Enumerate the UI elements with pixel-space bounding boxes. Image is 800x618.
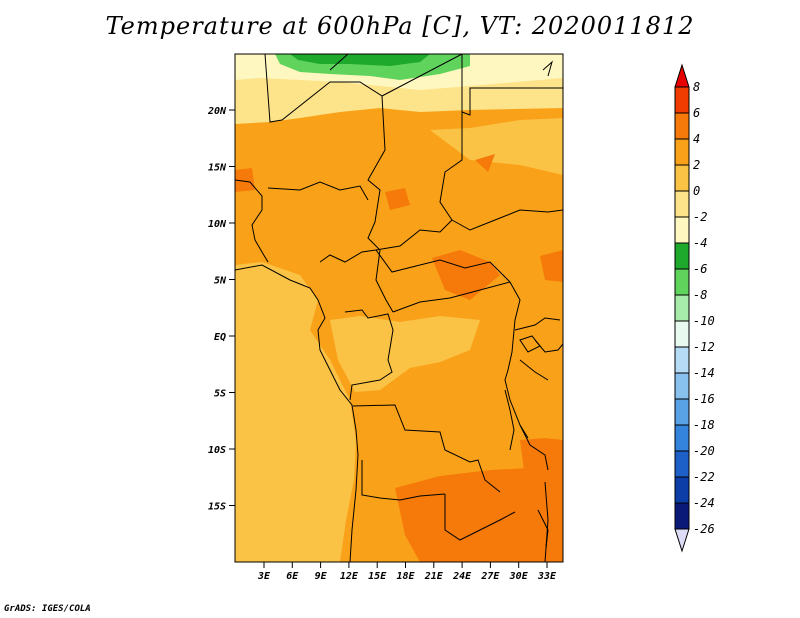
colorbar-segment bbox=[674, 216, 690, 244]
lake-tanganyika bbox=[504, 389, 515, 451]
colorbar-label: 2 bbox=[693, 158, 700, 172]
colorbar-label: -14 bbox=[693, 366, 715, 380]
border-uganda-kenya bbox=[514, 317, 561, 331]
field-band-4-6-south bbox=[395, 468, 563, 562]
map-figure: 20N 15N 10N 5N EQ 5S 10S 15S 3E 6E 9E 12E 15E 18E 21E… bbox=[207, 53, 715, 582]
colorbar-top-arrow bbox=[674, 63, 690, 88]
colorbar-label: -10 bbox=[693, 314, 715, 328]
lat-tick-label: 15S bbox=[208, 502, 226, 513]
border-sudan-south bbox=[451, 209, 563, 231]
colorbar-segment bbox=[674, 476, 690, 504]
country-borders bbox=[235, 54, 563, 562]
field-band-4-6-chad bbox=[385, 188, 410, 210]
colorbar-segment bbox=[674, 138, 690, 166]
border-west-central bbox=[264, 54, 394, 313]
lon-tick-label: 6E bbox=[286, 571, 299, 582]
coastline-atlantic bbox=[235, 264, 359, 562]
border-angola-south bbox=[361, 460, 446, 501]
field-band-4-6-ethiopia bbox=[540, 250, 563, 282]
lon-tick-label: 12E bbox=[340, 571, 359, 582]
border-north-b bbox=[381, 54, 463, 97]
colorbar-label: -4 bbox=[693, 236, 707, 250]
colorbar-label: -18 bbox=[693, 418, 715, 432]
lat-tick-label: 15N bbox=[208, 163, 227, 174]
colorbar-segment bbox=[674, 268, 690, 296]
border-north-a bbox=[329, 54, 349, 71]
field-band-0-2-basin bbox=[330, 316, 480, 392]
colorbar-label: -8 bbox=[693, 288, 707, 302]
colorbar-label: 6 bbox=[693, 106, 700, 120]
lat-tick-label: 10S bbox=[208, 445, 226, 456]
colorbar-label: -6 bbox=[693, 262, 707, 276]
coast-red-sea bbox=[542, 60, 553, 77]
colorbar-label: 8 bbox=[693, 80, 700, 94]
border-rwanda bbox=[519, 359, 549, 381]
lat-tick-label: EQ bbox=[214, 332, 226, 343]
lon-tick-label: 3E bbox=[257, 571, 271, 582]
colorbar-label: -22 bbox=[693, 470, 715, 484]
colorbar-segment bbox=[674, 502, 690, 530]
credit-label: GrADS: IGES/COLA bbox=[4, 604, 91, 614]
field-band-4-6-east bbox=[520, 438, 563, 480]
colorbar-label: -20 bbox=[693, 444, 715, 458]
colorbar-label: -16 bbox=[693, 392, 715, 406]
lon-tick-label: 30E bbox=[509, 571, 529, 582]
map-title: Temperature at 600hPa [C], VT: 202001181… bbox=[105, 12, 695, 40]
border-west-africa bbox=[235, 179, 269, 263]
lon-tick-label: 9E bbox=[315, 571, 328, 582]
colorbar-label: -12 bbox=[693, 340, 715, 354]
temperature-field bbox=[235, 54, 563, 562]
colorbar-segment bbox=[674, 450, 690, 478]
border-egypt-sudan bbox=[461, 54, 563, 116]
longitude-axis: 3E 6E 9E 12E 15E 18E 21E 24E 27E 30E 33E bbox=[257, 562, 557, 582]
colorbar-bottom-arrow bbox=[674, 528, 690, 553]
field-band-neg6-neg4 bbox=[290, 54, 430, 66]
lake-victoria bbox=[519, 335, 541, 353]
colorbar-segment bbox=[674, 112, 690, 140]
colorbar: 8 6 4 2 0 -2 -4 -6 -8 -10 -12 -14 -16 -18 -20 -22 -24 -26 bbox=[674, 63, 715, 553]
lon-tick-label: 18E bbox=[396, 571, 415, 582]
lat-tick-label: 5S bbox=[214, 389, 226, 400]
colorbar-label: -24 bbox=[693, 496, 715, 510]
colorbar-segment bbox=[674, 190, 690, 218]
colorbar-segment bbox=[674, 242, 690, 270]
colorbar-segment bbox=[674, 372, 690, 400]
lon-tick-label: 27E bbox=[480, 571, 500, 582]
lon-tick-label: 15E bbox=[368, 571, 387, 582]
colorbar-label: 4 bbox=[693, 132, 700, 146]
colorbar-segment bbox=[674, 320, 690, 348]
colorbar-segment bbox=[674, 424, 690, 452]
lake-malawi bbox=[537, 509, 549, 549]
border-drc-east bbox=[504, 281, 529, 439]
border-tanzania bbox=[519, 424, 549, 471]
lon-tick-label: 33E bbox=[537, 571, 557, 582]
lat-tick-label: 5N bbox=[214, 276, 227, 287]
field-band-4-6-sudan bbox=[475, 154, 495, 172]
lat-tick-label: 20N bbox=[207, 106, 227, 117]
colorbar-segment bbox=[674, 164, 690, 192]
lon-tick-label: 24E bbox=[452, 571, 472, 582]
colorbar-label: 0 bbox=[693, 184, 700, 198]
colorbar-segment bbox=[674, 398, 690, 426]
colorbar-label: -2 bbox=[693, 210, 707, 224]
lon-tick-label: 21E bbox=[424, 571, 444, 582]
border-niger-nigeria bbox=[267, 181, 369, 201]
colorbar-segment bbox=[674, 86, 690, 114]
border-drc-north bbox=[392, 281, 511, 313]
colorbar-segment bbox=[674, 346, 690, 374]
lat-tick-label: 10N bbox=[208, 219, 227, 230]
border-congo-gabon bbox=[344, 309, 394, 401]
field-band-0-2-north bbox=[430, 118, 563, 175]
field-band-4-6-coast bbox=[235, 168, 255, 192]
border-nigeria-cameroon bbox=[319, 249, 377, 263]
map-frame bbox=[234, 53, 564, 563]
colorbar-label: -26 bbox=[693, 522, 715, 536]
border-zambia bbox=[444, 494, 516, 541]
border-car bbox=[375, 249, 511, 283]
border-angola-drc bbox=[352, 404, 501, 493]
field-band-0-2-west bbox=[235, 262, 356, 562]
colorbar-segment bbox=[674, 294, 690, 322]
latitude-axis: 20N 15N 10N 5N EQ 5S 10S 15S bbox=[207, 106, 235, 513]
